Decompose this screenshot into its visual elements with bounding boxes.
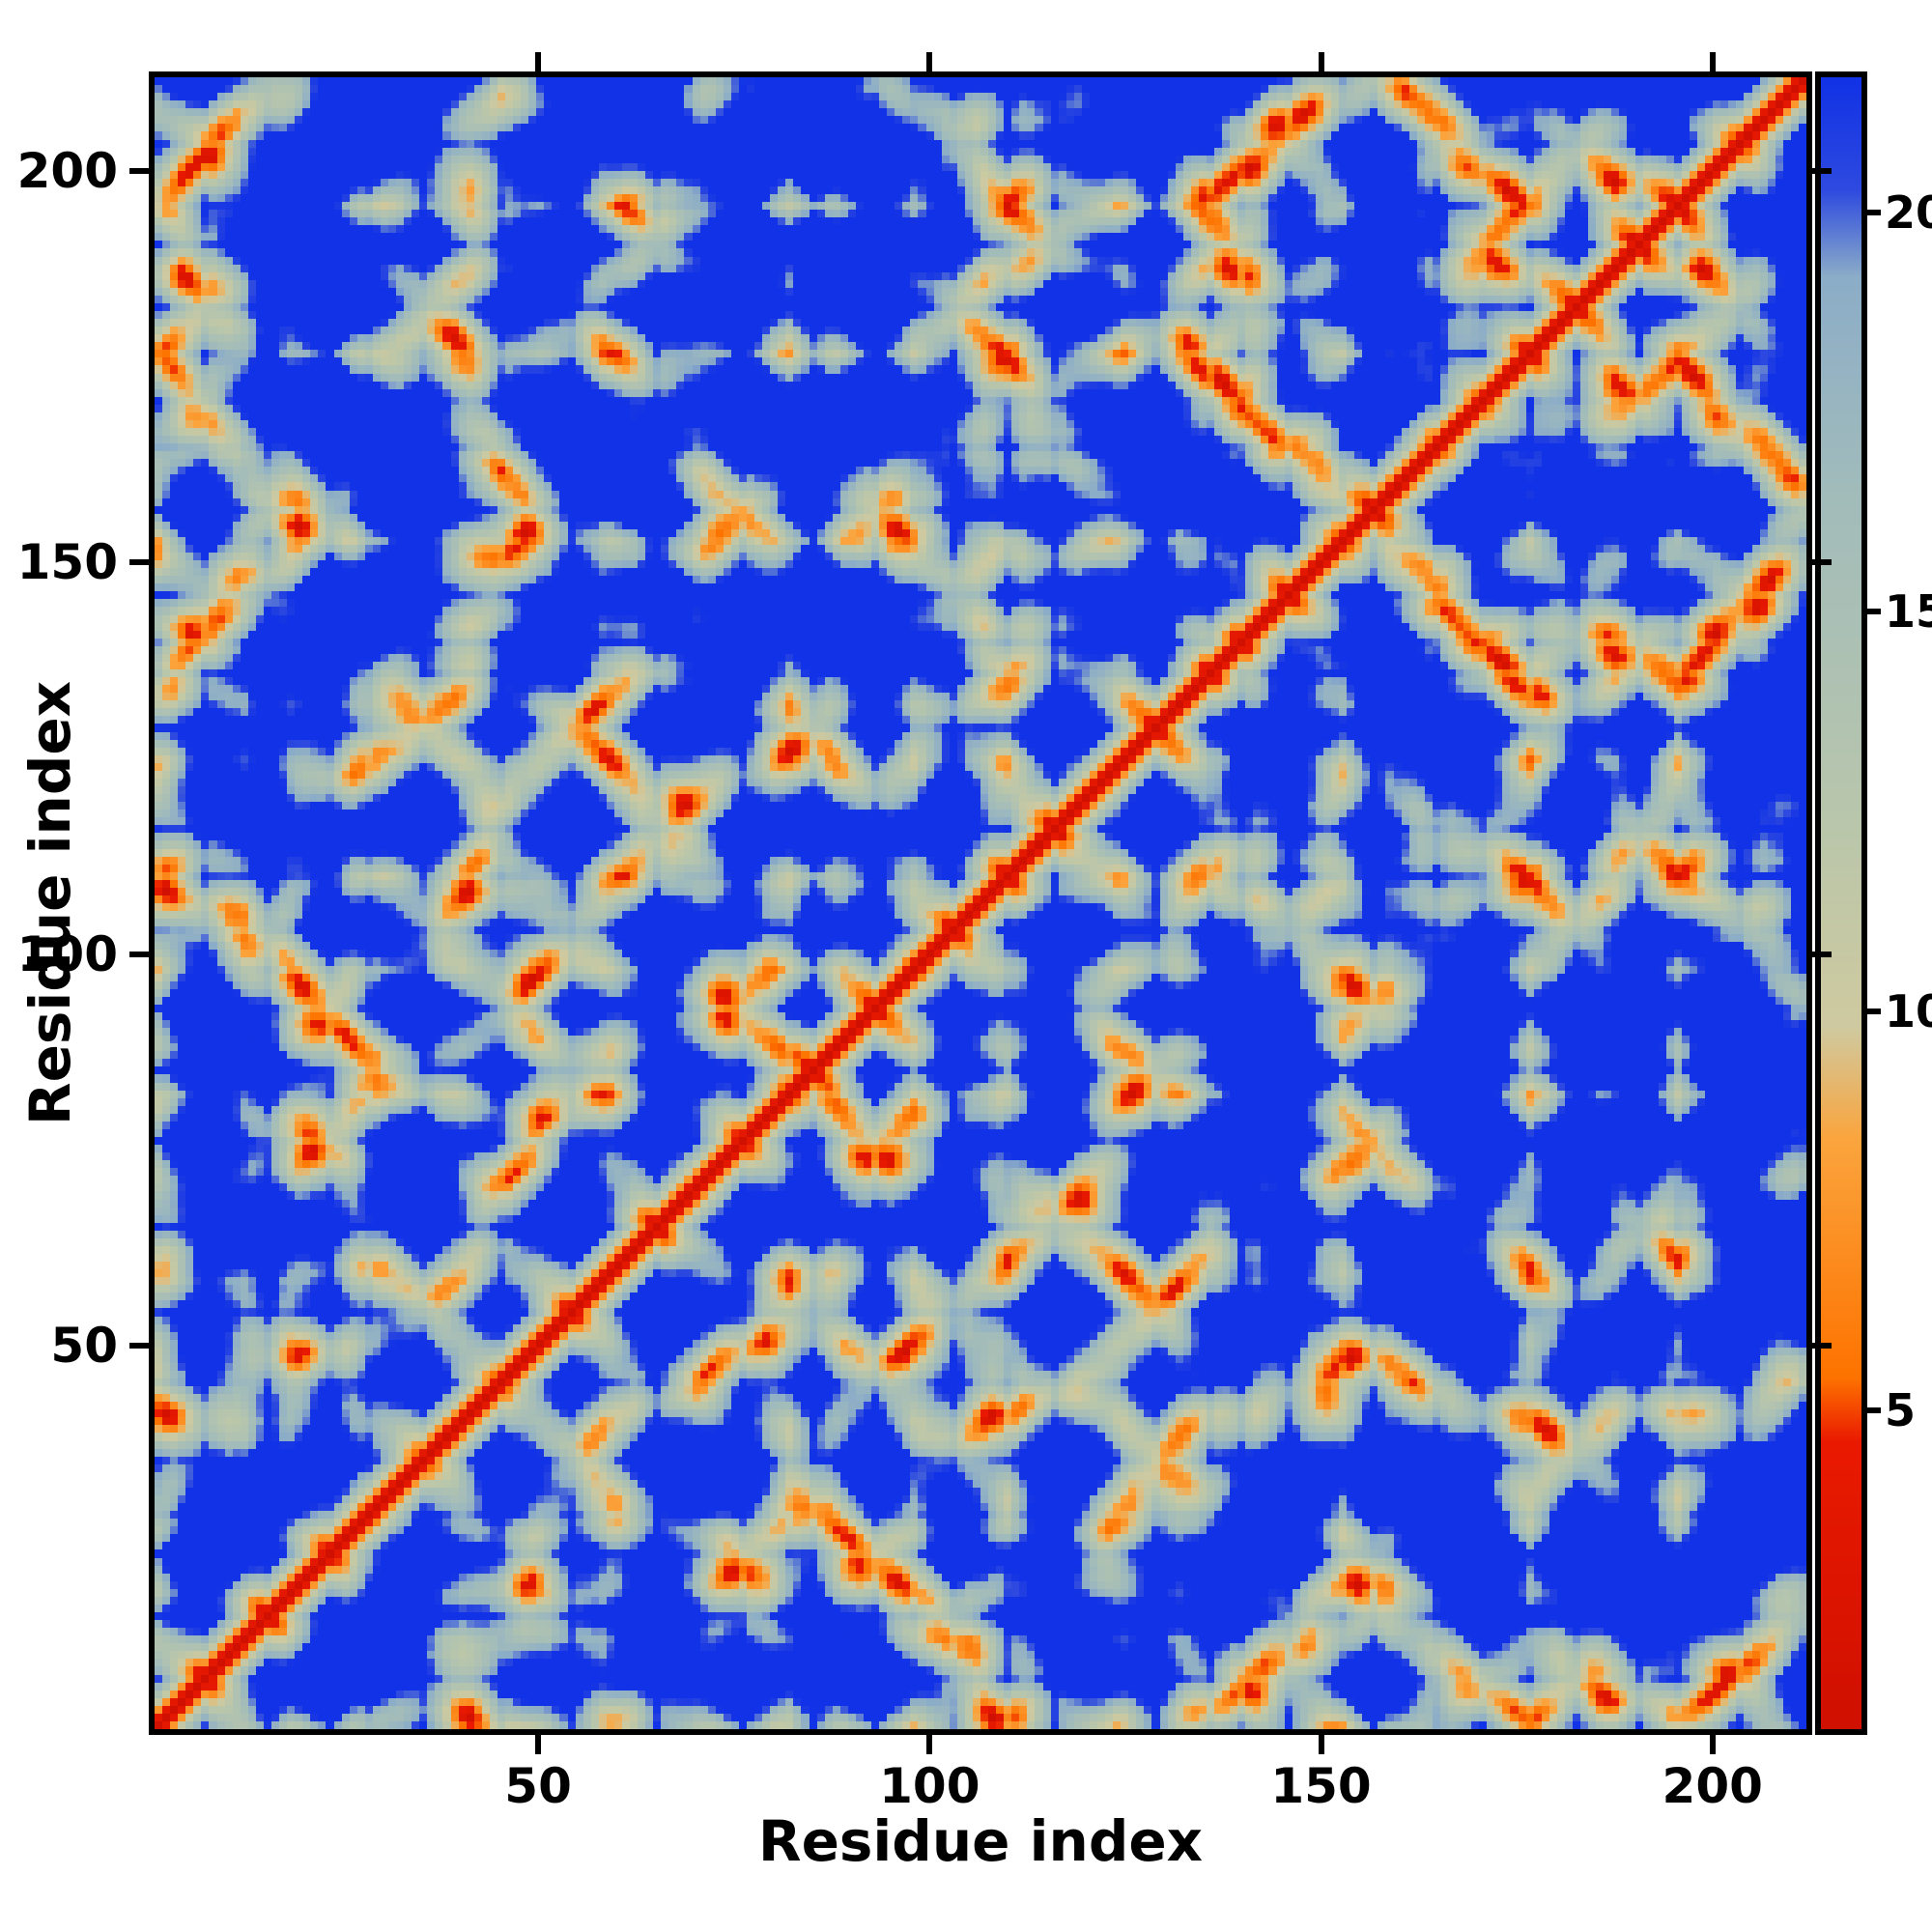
- colorbar-tick-label: 5: [1885, 1383, 1917, 1436]
- x-axis-tick-bottom: [1709, 1735, 1716, 1754]
- y-tick-label: 100: [16, 925, 118, 982]
- colorbar-tick: [1867, 1008, 1881, 1014]
- y-axis-tick-right: [1812, 1342, 1832, 1349]
- x-axis-tick-bottom: [1318, 1735, 1324, 1754]
- x-tick-label: 100: [879, 1758, 980, 1814]
- x-tick-label: 150: [1270, 1758, 1372, 1814]
- x-axis-tick-top: [1709, 52, 1716, 71]
- heatmap-frame: [149, 71, 1812, 1735]
- y-axis-tick-left: [129, 168, 149, 175]
- colorbar-tick: [1867, 1406, 1881, 1413]
- x-axis-tick-bottom: [535, 1735, 542, 1754]
- y-axis-tick-left: [129, 559, 149, 566]
- y-axis-tick-left: [129, 1342, 149, 1349]
- x-axis-tick-bottom: [926, 1735, 933, 1754]
- x-tick-label: 50: [504, 1758, 572, 1814]
- y-axis-tick-right: [1812, 559, 1832, 566]
- y-tick-label: 50: [50, 1317, 118, 1374]
- x-axis-label: Residue index: [757, 1808, 1204, 1874]
- x-axis-tick-top: [1318, 52, 1324, 71]
- y-tick-label: 150: [16, 534, 118, 591]
- colorbar-tick-label: 15: [1885, 585, 1932, 639]
- y-axis-tick-left: [129, 951, 149, 957]
- y-tick-label: 200: [16, 143, 118, 200]
- y-axis-label: Residue index: [17, 680, 83, 1126]
- colorbar-canvas: [1821, 77, 1861, 1729]
- colorbar-frame: [1815, 71, 1867, 1735]
- colorbar-tick-label: 20: [1885, 186, 1932, 240]
- x-axis-tick-top: [535, 52, 542, 71]
- colorbar-tick: [1867, 609, 1881, 615]
- colorbar-tick-label: 10: [1885, 984, 1932, 1037]
- colorbar-tick: [1867, 210, 1881, 216]
- x-axis-tick-top: [926, 52, 933, 71]
- y-axis-tick-right: [1812, 168, 1832, 175]
- x-tick-label: 200: [1662, 1758, 1763, 1814]
- y-axis-tick-right: [1812, 951, 1832, 957]
- heatmap-canvas: [155, 77, 1806, 1729]
